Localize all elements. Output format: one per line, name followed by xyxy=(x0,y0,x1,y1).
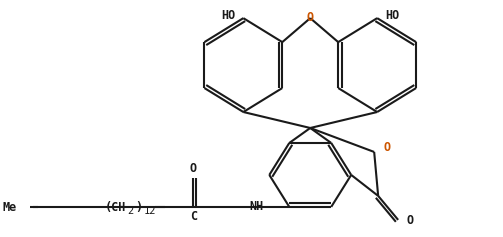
Text: 2: 2 xyxy=(127,206,134,216)
Text: HO: HO xyxy=(221,9,235,22)
Text: O: O xyxy=(307,11,314,24)
Text: Me: Me xyxy=(3,201,17,214)
Text: O: O xyxy=(190,162,197,175)
Text: O: O xyxy=(383,141,390,155)
Text: HO: HO xyxy=(385,9,399,22)
Text: (CH: (CH xyxy=(105,201,126,214)
Text: NH: NH xyxy=(249,200,264,213)
Text: ): ) xyxy=(135,201,143,214)
Text: 12: 12 xyxy=(143,206,156,216)
Text: C: C xyxy=(190,210,197,223)
Text: O: O xyxy=(406,214,413,227)
